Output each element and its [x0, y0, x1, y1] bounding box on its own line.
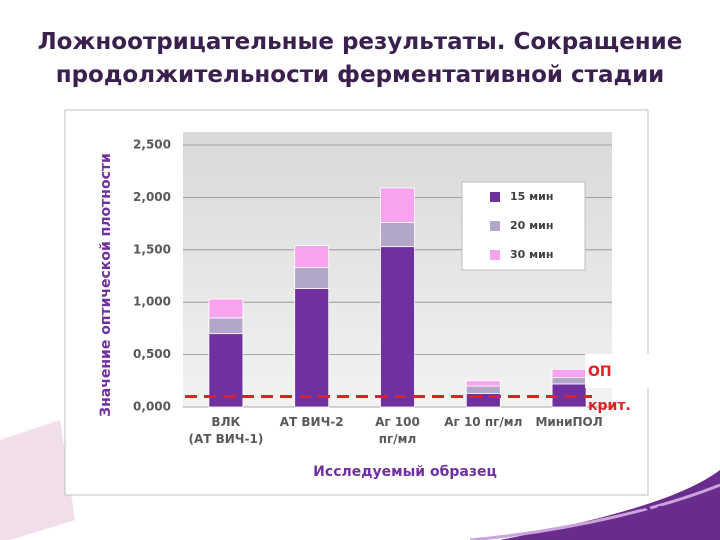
x-tick-label: Аг 100 пг/мл [375, 415, 420, 446]
bar-segment [380, 222, 415, 248]
y-tick-label: 2,500 [133, 138, 171, 152]
bar-segment [380, 246, 415, 408]
corner-swoosh [500, 470, 720, 540]
x-tick-label: МиниПОЛ [535, 415, 603, 429]
legend-swatch [490, 221, 500, 231]
y-axis-title: Значение оптической плотности [98, 153, 114, 417]
bar-segment [208, 298, 244, 319]
threshold-box [585, 354, 685, 388]
legend-label: 30 мин [510, 248, 553, 261]
legend-swatch [490, 192, 500, 202]
bar-segment [465, 385, 501, 394]
x-tick-label: АТ ВИЧ-2 [279, 415, 344, 429]
page-number: 24 [640, 503, 666, 524]
bar-segment [208, 317, 244, 335]
legend-swatch [490, 250, 500, 260]
slide-title: Ложноотрицательные результаты. Сокращени… [37, 29, 683, 88]
bar-segment [294, 245, 330, 269]
y-tick-label: 1,500 [133, 242, 171, 256]
legend-label: 15 мин [510, 190, 553, 203]
threshold-label: ОП крит. [588, 364, 631, 414]
legend-label: 20 мин [510, 219, 553, 232]
x-tick-label: Аг 10 пг/мл [444, 415, 523, 429]
corner-swoosh-line [469, 483, 720, 540]
bar-segment [380, 187, 415, 223]
bar-segment [294, 288, 330, 408]
y-tick-label: 0,000 [133, 400, 171, 414]
x-axis-title: Исследуемый образец [313, 464, 497, 480]
plate-image [0, 420, 75, 540]
bar-segment [465, 380, 501, 387]
y-tick-label: 2,000 [133, 190, 171, 204]
y-tick-label: 0,500 [133, 347, 171, 361]
legend-box [461, 181, 586, 271]
x-tick-label: ВЛК (АТ ВИЧ-1) [188, 415, 264, 446]
bar-segment [551, 368, 587, 379]
bar-segment [551, 377, 587, 385]
bar-segment [294, 267, 330, 289]
y-tick-label: 1,000 [133, 295, 171, 309]
